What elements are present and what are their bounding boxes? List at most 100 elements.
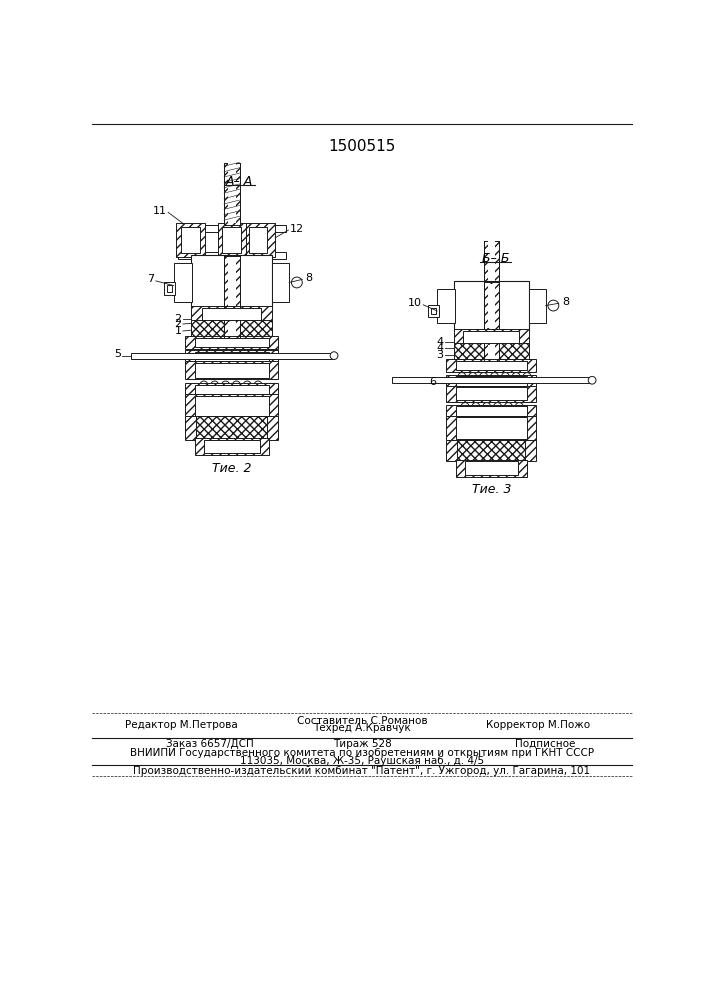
Bar [185, 383, 279, 396]
Circle shape [513, 373, 520, 380]
Circle shape [200, 381, 208, 389]
Bar [185, 416, 196, 440]
Bar [185, 361, 279, 379]
Bar [194, 385, 269, 394]
Circle shape [483, 403, 491, 410]
Circle shape [222, 381, 230, 389]
Text: Техред А.Кравчук: Техред А.Кравчук [313, 723, 411, 733]
Text: Подписное: Подписное [515, 739, 575, 749]
Bar [223, 227, 241, 253]
Text: 7: 7 [147, 274, 154, 284]
Circle shape [501, 373, 509, 380]
Bar [163, 282, 175, 295]
Text: 6: 6 [429, 377, 436, 387]
Bar [454, 343, 529, 360]
Circle shape [240, 349, 248, 357]
Bar [185, 336, 279, 349]
Bar [182, 227, 200, 253]
Circle shape [523, 373, 531, 380]
Bar [446, 386, 537, 402]
Circle shape [458, 373, 466, 380]
Bar [246, 223, 275, 257]
Circle shape [230, 349, 237, 357]
Bar [185, 350, 279, 363]
Bar [177, 225, 286, 232]
Bar [194, 438, 269, 455]
Text: 8: 8 [305, 273, 312, 283]
Text: ВНИИПИ Государственного комитета по изобретениям и открытиям при ГКНТ СССР: ВНИИПИ Государственного комитета по изоб… [130, 748, 594, 758]
Bar [456, 361, 527, 370]
Bar [484, 282, 499, 329]
Bar [446, 440, 457, 461]
Text: 8: 8 [562, 297, 569, 307]
Bar [437, 289, 455, 323]
Circle shape [291, 277, 303, 288]
Circle shape [491, 373, 498, 380]
Circle shape [480, 373, 488, 380]
Bar [488, 241, 495, 282]
Bar [192, 255, 272, 309]
Circle shape [493, 403, 501, 410]
Bar [185, 394, 279, 417]
Bar [194, 416, 269, 440]
Text: Производственно-издательский комбинат "Патент", г. Ужгород, ул. Гагарина, 101: Производственно-издательский комбинат "П… [134, 766, 590, 776]
Bar [456, 460, 527, 477]
Circle shape [251, 349, 259, 357]
Text: 2: 2 [174, 319, 182, 329]
Bar [456, 440, 527, 461]
Circle shape [505, 403, 513, 410]
Bar [525, 440, 537, 461]
Bar [488, 284, 495, 328]
Bar [194, 352, 269, 361]
Text: 4: 4 [436, 343, 443, 353]
Circle shape [255, 381, 262, 389]
Circle shape [469, 373, 477, 380]
Bar [249, 227, 267, 253]
Bar [456, 417, 527, 439]
Bar [465, 461, 518, 475]
Circle shape [548, 300, 559, 311]
Bar [192, 306, 272, 322]
Text: 1: 1 [175, 326, 182, 336]
Bar [204, 440, 259, 453]
Bar [228, 163, 235, 223]
Text: Корректор М.Пожо: Корректор М.Пожо [486, 720, 590, 730]
Bar [484, 241, 499, 283]
Circle shape [461, 403, 469, 410]
Bar [228, 257, 235, 306]
Text: Редактор М.Петрова: Редактор М.Петрова [125, 720, 238, 730]
Bar [464, 331, 519, 343]
Bar [176, 223, 206, 257]
Bar [228, 322, 235, 336]
Circle shape [208, 349, 216, 357]
Circle shape [233, 381, 240, 389]
Circle shape [515, 403, 523, 410]
Text: 113035, Москва, Ж-35, Раушская наб., д. 4/5: 113035, Москва, Ж-35, Раушская наб., д. … [240, 756, 484, 766]
Circle shape [218, 349, 226, 357]
Bar [168, 285, 172, 292]
Bar [446, 405, 537, 417]
Text: Заказ 6657/ДСП: Заказ 6657/ДСП [166, 739, 254, 749]
Text: Составитель С.Романов: Составитель С.Романов [297, 716, 427, 726]
Bar [428, 305, 438, 317]
Bar [267, 416, 279, 440]
Text: Б– Б: Б– Б [481, 252, 509, 265]
Bar [446, 359, 537, 372]
Text: 11: 11 [153, 206, 167, 216]
Circle shape [211, 381, 218, 389]
Text: 3: 3 [436, 350, 443, 360]
Bar [192, 320, 272, 337]
Bar [224, 322, 240, 336]
Bar [131, 353, 332, 359]
Bar [456, 406, 527, 416]
Bar [456, 387, 527, 400]
Bar [446, 375, 537, 387]
Bar [456, 376, 527, 386]
Bar [272, 263, 289, 302]
Text: 4: 4 [436, 337, 443, 347]
Text: А– А: А– А [226, 175, 253, 188]
Bar [174, 263, 192, 302]
Bar [194, 396, 269, 416]
Bar [488, 345, 495, 359]
Bar [194, 338, 269, 347]
